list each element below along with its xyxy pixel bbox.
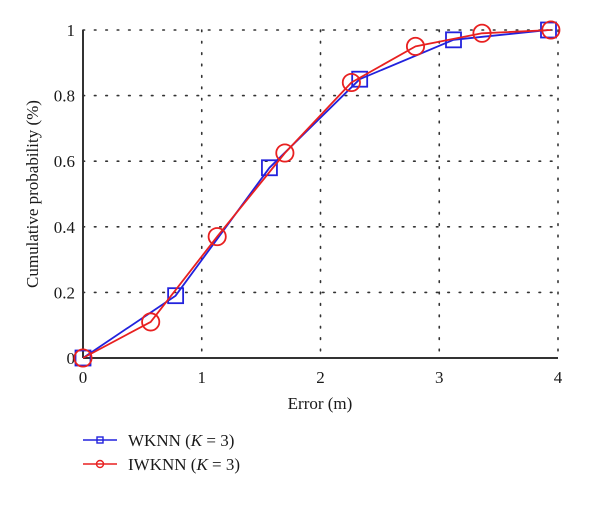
x-tick-label: 4 — [554, 368, 563, 387]
y-tick-label: 0.6 — [54, 152, 75, 171]
square-marker-icon — [167, 287, 185, 305]
circle-marker-icon — [472, 23, 492, 43]
x-tick-label: 2 — [316, 368, 325, 387]
x-tick-label: 0 — [79, 368, 88, 387]
y-tick-label: 0.8 — [54, 87, 75, 106]
x-tick-label: 3 — [435, 368, 444, 387]
legend-square-icon — [96, 436, 104, 444]
square-marker-icon — [261, 159, 278, 177]
circle-marker-icon — [141, 312, 161, 332]
legend-item: WKNN (K = 3) — [83, 431, 234, 450]
y-axis-label: Cumulative probability (%) — [23, 100, 42, 288]
circle-marker-icon — [207, 227, 227, 247]
square-marker-icon — [74, 349, 92, 367]
legend-label: IWKNN (K = 3) — [128, 455, 240, 474]
y-tick-label: 0.2 — [54, 283, 75, 302]
legend-item: IWKNN (K = 3) — [83, 455, 240, 474]
x-axis-label: Error (m) — [288, 394, 353, 413]
grid-lines — [82, 29, 559, 359]
axes — [82, 30, 558, 359]
legend-circle-icon — [95, 459, 105, 469]
circle-marker-icon — [341, 72, 361, 93]
circle-marker-icon — [275, 143, 295, 163]
legend: WKNN (K = 3) IWKNN (K = 3) — [83, 431, 240, 474]
circle-marker-icon — [405, 36, 426, 56]
x-tick-label: 1 — [198, 368, 207, 387]
y-tick-label: 1 — [67, 21, 76, 40]
y-tick-label: 0.4 — [54, 218, 76, 237]
y-tick-labels: 0 0.2 0.4 0.6 0.8 1 — [54, 21, 76, 368]
circle-marker-icon — [73, 348, 93, 368]
circle-marker-icon — [541, 20, 561, 40]
x-tick-labels: 0 1 2 3 4 — [79, 368, 563, 387]
legend-label: WKNN (K = 3) — [128, 431, 234, 450]
data-series — [73, 20, 561, 368]
y-tick-label: 0 — [67, 349, 76, 368]
series-line — [82, 29, 549, 359]
series-line — [82, 29, 551, 359]
series-circle — [73, 20, 561, 368]
